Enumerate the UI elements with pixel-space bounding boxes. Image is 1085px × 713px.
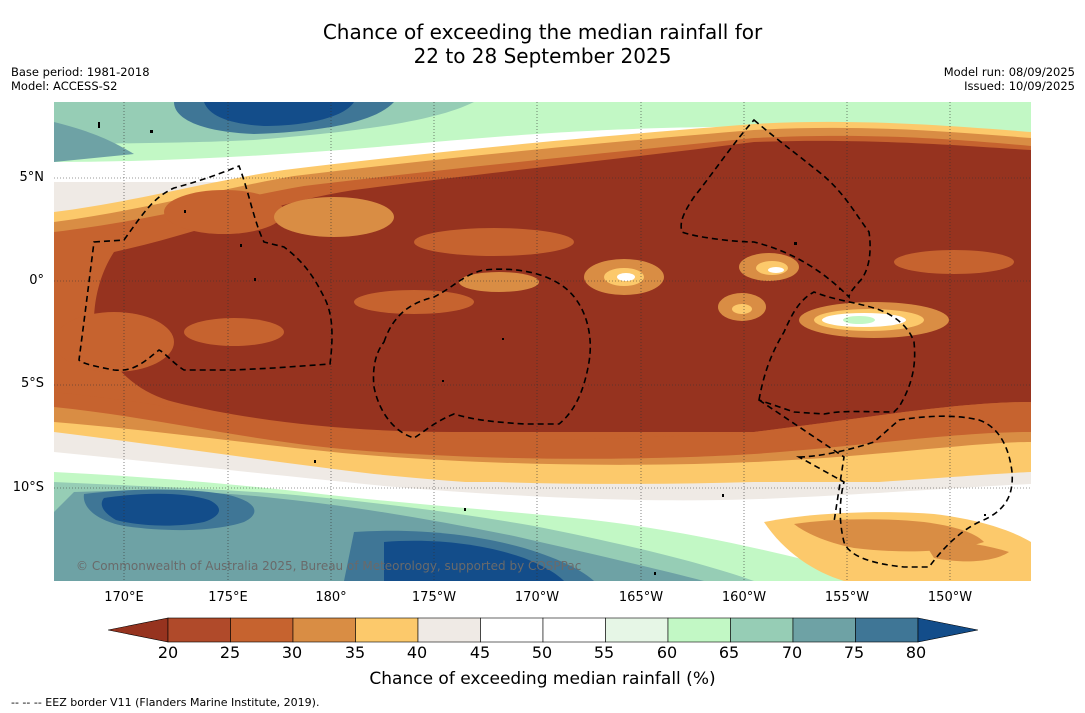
colorbar-tick-25: 25 — [219, 643, 241, 662]
colorbar-tick-50: 50 — [531, 643, 553, 662]
island-speck — [442, 380, 444, 382]
orange-patch-1 — [164, 190, 284, 234]
colorbar-tick-65: 65 — [718, 643, 740, 662]
lon-label-170E: 170°E — [104, 590, 144, 605]
colorbar-segment — [167, 617, 231, 643]
island-speck — [254, 278, 256, 281]
island-speck — [240, 244, 242, 247]
lon-label-160W: 160°W — [721, 590, 767, 605]
south-deep-blue-2 — [384, 540, 564, 581]
island-speck — [722, 494, 724, 497]
orange-patch-9 — [184, 318, 284, 346]
colorbar-tick-60: 60 — [656, 643, 678, 662]
colorbar-segment — [855, 617, 919, 643]
north-west-teal — [54, 122, 134, 162]
island-speck — [654, 572, 656, 575]
island-speck — [502, 338, 504, 340]
colorbar-tick-35: 35 — [344, 643, 366, 662]
island-speck — [464, 508, 466, 511]
map-title: Chance of exceeding the median rainfall … — [0, 20, 1085, 68]
title-line-1: Chance of exceeding the median rainfall … — [322, 20, 763, 44]
island-speck — [314, 460, 316, 463]
colorbar-tick-55: 55 — [593, 643, 615, 662]
colorbar-tick-45: 45 — [469, 643, 491, 662]
colorbar-label: Chance of exceeding median rainfall (%) — [369, 669, 716, 689]
lon-label-175E: 175°E — [208, 590, 248, 605]
white-patch-5 — [768, 267, 784, 273]
eez-line-islands-south — [758, 291, 916, 415]
island-speck — [984, 514, 986, 516]
eez-kiribati-gilbert — [78, 164, 333, 372]
lat-label-5S: 5°S — [20, 376, 44, 391]
colorbar-tick-70: 70 — [781, 643, 803, 662]
north-band-deepest — [204, 102, 354, 126]
eez-line-islands-north — [680, 118, 871, 299]
colorbar-segment — [355, 617, 419, 643]
eez-legend-note: -- -- -- EEZ border V11 (Flanders Marine… — [11, 696, 320, 709]
island-speck — [839, 288, 841, 290]
colorbar-segments — [167, 617, 919, 643]
colorbar-tick-30: 30 — [281, 643, 303, 662]
yellow-patch-6 — [732, 304, 752, 314]
orange-patch-10 — [354, 290, 474, 314]
base-period-text: Base period: 1981-2018 — [11, 65, 150, 79]
colorbar-segment — [230, 617, 294, 643]
orange-patch-8 — [54, 312, 174, 372]
lon-label-155W: 155°W — [824, 590, 870, 605]
colorbar-tick-75: 75 — [843, 643, 865, 662]
copyright-credit: © Commonwealth of Australia 2025, Bureau… — [76, 559, 582, 573]
colorbar-segment — [480, 617, 544, 643]
lat-label-5N: 5°N — [19, 170, 45, 185]
south-deep-blue-1 — [101, 493, 220, 526]
orange-patch-11 — [459, 272, 539, 292]
colorbar-segment — [730, 617, 794, 643]
rainfall-map-svg — [54, 102, 1031, 581]
colorbar-segment — [292, 617, 356, 643]
colorbar-segment — [667, 617, 731, 643]
eez-phoenix — [372, 268, 592, 439]
lon-label-175W: 175°W — [411, 590, 457, 605]
meta-left: Base period: 1981-2018 Model: ACCESS-S2 — [11, 65, 150, 93]
lon-label-165W: 165°W — [618, 590, 664, 605]
colorbar-segment — [417, 617, 481, 643]
eez-cook-islands — [795, 415, 1014, 568]
lon-label-170W: 170°W — [514, 590, 560, 605]
eez-connector — [758, 399, 845, 523]
gridlines — [54, 102, 1031, 581]
colorbar-segment — [792, 617, 856, 643]
colorbar-tick-20: 20 — [157, 643, 179, 662]
issued-text: Issued: 10/09/2025 — [964, 79, 1075, 93]
island-speck — [184, 210, 186, 213]
green-patch-7 — [843, 316, 875, 324]
colorbar — [108, 617, 978, 643]
rainfall-map — [54, 102, 1031, 581]
colorbar-segment — [542, 617, 606, 643]
meta-right: Model run: 08/09/2025 Issued: 10/09/2025 — [944, 65, 1075, 93]
eez-borders — [78, 118, 1014, 568]
title-line-2: 22 to 28 September 2025 — [413, 44, 672, 68]
orange-patch-12 — [894, 250, 1014, 274]
lat-label-0: 0° — [29, 273, 44, 288]
colorbar-tick-40: 40 — [406, 643, 428, 662]
orange-patch-2 — [274, 197, 394, 237]
island-speck — [150, 130, 153, 133]
orange-patch-3 — [414, 228, 574, 256]
colorbar-segment — [605, 617, 669, 643]
lon-label-180: 180° — [315, 590, 347, 605]
model-run-text: Model run: 08/09/2025 — [943, 65, 1075, 79]
lon-label-150W: 150°W — [927, 590, 973, 605]
model-text: Model: ACCESS-S2 — [11, 79, 118, 93]
island-specks — [98, 122, 986, 575]
island-speck — [98, 122, 100, 128]
island-speck — [794, 242, 797, 245]
south-orange-band — [54, 392, 1031, 460]
white-patch-4 — [617, 273, 635, 281]
colorbar-tick-80: 80 — [905, 643, 927, 662]
colorbar-arrow-right — [917, 617, 978, 643]
lat-label-10S: 10°S — [12, 480, 44, 495]
colorbar-arrow-left — [108, 617, 169, 643]
